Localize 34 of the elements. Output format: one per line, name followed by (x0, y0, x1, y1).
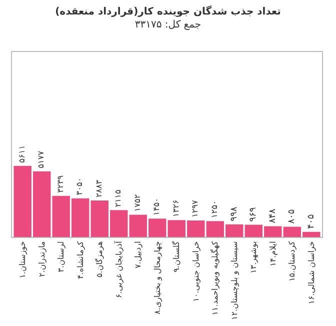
data-label: ۱۲۵۰ (208, 200, 219, 218)
chart-title: تعداد جذب شدگان جوینده کار(قرارداد منعقده) (55, 4, 282, 18)
x-tick-label: ۸.چهارمحال و بختیاری (152, 241, 162, 314)
data-label: ۱۴۵۰ (151, 198, 162, 216)
data-label: ۵۱۷۷ (36, 150, 46, 168)
x-tick-label: ۱۰.خراسان جنوبی (191, 241, 200, 302)
data-label: ۲۱۱۵ (112, 190, 123, 208)
x-tick-label: ۷.اردبیل (134, 241, 143, 268)
x-tick-label: ۱۲.سیستان و بلوچستان (230, 240, 239, 320)
data-label: ۳۰۵۰ (74, 178, 84, 196)
x-tick-label: ۱۳.بوشهر (249, 241, 258, 274)
x-tick-label: ۲.مازندران (37, 241, 46, 278)
x-tick-label: ۹.گلستان (171, 241, 182, 272)
data-label: ۲۸۸۳ (93, 179, 104, 198)
data-label: ۸۰۵ (287, 209, 298, 224)
x-tick-label: ۱.خوزستان (18, 241, 28, 278)
x-tick-label: ۱۴.ایلام (268, 241, 278, 267)
data-label: ۵۶۱۱ (16, 145, 26, 163)
x-tick-label: ۴.کرمانشاه (76, 241, 85, 279)
x-tick-label: ۳.لرستان (56, 241, 66, 272)
x-tick-label: ۱۵.کردستان (288, 241, 297, 282)
x-tick-label: ۱۶.خراسان شمالی (307, 241, 316, 304)
x-tick-label: ۶.آذربایجان غربی (113, 240, 124, 298)
data-label: ۳۲۳۹ (54, 174, 65, 193)
data-label: ۱۳۲۶ (170, 200, 180, 218)
data-label: ۱۲۹۷ (190, 199, 200, 218)
x-tick-label: ۱۱.کهگیلویه وبویراحمد (210, 241, 220, 316)
data-label: ۱۷۵۲ (132, 194, 142, 212)
data-label: ۹۶۹ (248, 207, 259, 222)
x-tick-label: ۵.هرمزگان (94, 241, 104, 278)
chart-subtitle: جمع کل: ۳۳۱۷۵ (134, 20, 202, 31)
data-label: ۴۰۵ (306, 214, 316, 229)
data-label: ۹۹۸ (229, 206, 240, 222)
data-label: ۸۴۸ (268, 208, 278, 224)
